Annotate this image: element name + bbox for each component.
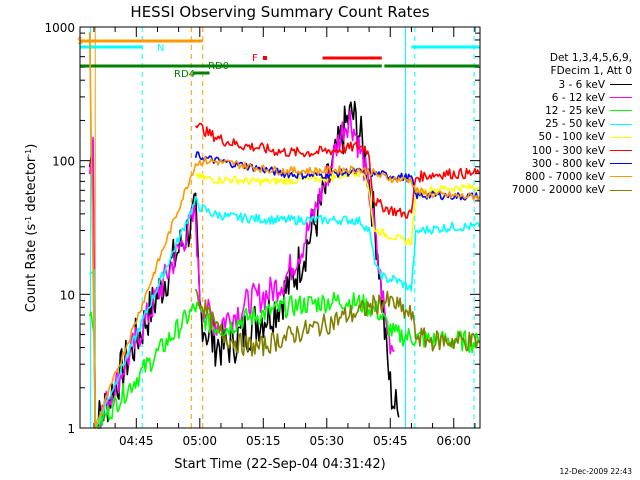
legend-entry: 800 - 7000 keV [482, 170, 638, 183]
legend-entry: 300 - 800 keV [482, 157, 638, 170]
y-tick-label: 1000 [44, 21, 75, 35]
series-line-8 [194, 288, 480, 357]
y-tick-label: 10 [60, 288, 75, 302]
series-line-3 [89, 195, 480, 429]
legend-entry-label: 50 - 100 keV [538, 131, 605, 144]
legend: Det 1,3,4,5,6,9, FDecim 1, Att 0 3 - 6 k… [482, 52, 638, 197]
legend-swatch [610, 123, 632, 125]
y-tick-label: 1 [67, 422, 75, 436]
x-tick-label: 06:00 [436, 434, 471, 448]
flag-label-n: N [157, 43, 164, 54]
legend-entry: 25 - 50 keV [482, 118, 638, 131]
flag-marker-f [263, 56, 267, 60]
legend-entry-label: 100 - 300 keV [531, 144, 605, 157]
legend-swatch [610, 136, 632, 138]
legend-entry-label: 6 - 12 keV [551, 91, 605, 104]
flag-label-rd4: RD4 [174, 69, 195, 80]
legend-swatch [610, 189, 632, 191]
x-tick-label: 05:30 [309, 434, 344, 448]
legend-entry-label: 25 - 50 keV [545, 118, 605, 131]
x-tick-label: 05:45 [373, 434, 408, 448]
y-tick-label: 100 [52, 155, 75, 169]
flag-label-rd0: RD0 [208, 61, 229, 72]
legend-swatch [610, 163, 632, 165]
x-tick-label: 04:45 [119, 434, 154, 448]
flag-label-f: F [252, 53, 258, 64]
series-line-6 [194, 151, 480, 201]
legend-entry: 100 - 300 keV [482, 144, 638, 157]
legend-swatch [610, 176, 632, 178]
series-line-2 [88, 291, 480, 429]
legend-entry: 7000 - 20000 keV [482, 184, 638, 197]
y-axis-label: Count Rate (s-1 detector-1) [24, 144, 40, 313]
legend-header-line-1: Det 1,3,4,5,6,9, [549, 52, 632, 64]
chart-title: HESSI Observing Summary Count Rates [130, 3, 429, 21]
plot-frame [79, 26, 481, 429]
legend-swatch [610, 97, 632, 99]
legend-entry-label: 3 - 6 keV [558, 78, 605, 91]
x-tick-label: 05:15 [246, 434, 281, 448]
legend-swatch [610, 150, 632, 152]
legend-entry-label: 800 - 7000 keV [525, 170, 605, 183]
legend-header-line-2: FDecim 1, Att 0 [550, 65, 632, 77]
legend-entry: 3 - 6 keV [482, 78, 638, 91]
legend-swatch [610, 110, 632, 112]
legend-entry-label: 300 - 800 keV [531, 157, 605, 170]
legend-entry-label: 7000 - 20000 keV [511, 184, 605, 197]
legend-swatch [610, 84, 632, 86]
series-line-5 [194, 122, 480, 219]
series-line-7 [88, 32, 480, 429]
x-axis-label: Start Time (22-Sep-04 04:31:42) [174, 457, 385, 472]
legend-entry-label: 12 - 25 keV [545, 104, 605, 117]
x-tick-label: 05:00 [182, 434, 217, 448]
legend-entry: 50 - 100 keV [482, 131, 638, 144]
series-line-4 [194, 168, 480, 246]
legend-entry: 6 - 12 keV [482, 91, 638, 104]
series-line-1 [88, 109, 395, 429]
legend-entry: 12 - 25 keV [482, 104, 638, 117]
plot-timestamp: 12-Dec-2009 22:43 [559, 467, 632, 476]
